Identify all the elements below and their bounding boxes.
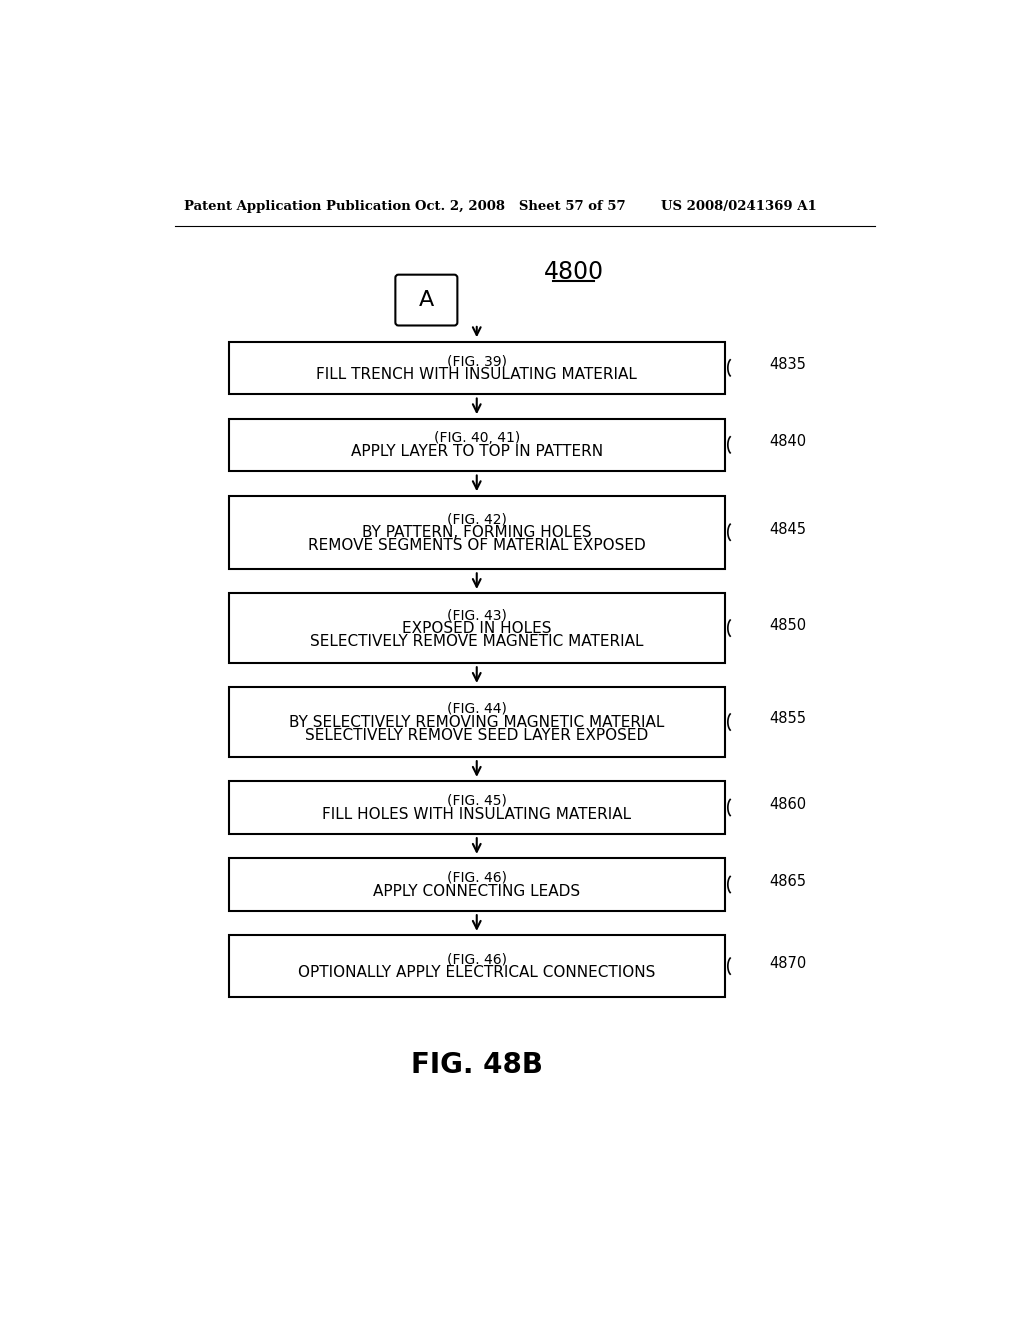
Text: 4850: 4850 [770, 618, 807, 632]
Text: SELECTIVELY REMOVE SEED LAYER EXPOSED: SELECTIVELY REMOVE SEED LAYER EXPOSED [305, 727, 648, 743]
Text: (FIG. 40, 41): (FIG. 40, 41) [433, 432, 520, 445]
Text: 4835: 4835 [770, 358, 807, 372]
Text: REMOVE SEGMENTS OF MATERIAL EXPOSED: REMOVE SEGMENTS OF MATERIAL EXPOSED [308, 537, 645, 553]
Text: 4845: 4845 [770, 521, 807, 537]
Bar [228, 688, 725, 756]
Bar [228, 342, 725, 395]
Text: BY PATTERN, FORMING HOLES: BY PATTERN, FORMING HOLES [361, 525, 592, 540]
Bar [228, 858, 725, 911]
Text: FIG. 48B: FIG. 48B [411, 1051, 543, 1078]
Bar [228, 594, 725, 663]
Bar [228, 936, 725, 997]
Text: (FIG. 46): (FIG. 46) [446, 871, 507, 884]
Text: Patent Application Publication: Patent Application Publication [183, 199, 411, 213]
Text: 4870: 4870 [770, 956, 807, 970]
Text: (FIG. 45): (FIG. 45) [446, 793, 507, 808]
Text: 4865: 4865 [770, 874, 807, 888]
Bar [228, 418, 725, 471]
Text: BY SELECTIVELY REMOVING MAGNETIC MATERIAL: BY SELECTIVELY REMOVING MAGNETIC MATERIA… [289, 714, 665, 730]
Text: APPLY LAYER TO TOP IN PATTERN: APPLY LAYER TO TOP IN PATTERN [350, 444, 603, 459]
Text: (FIG. 43): (FIG. 43) [446, 609, 507, 622]
Text: SELECTIVELY REMOVE MAGNETIC MATERIAL: SELECTIVELY REMOVE MAGNETIC MATERIAL [310, 634, 643, 648]
Text: 4800: 4800 [544, 260, 604, 284]
FancyBboxPatch shape [395, 275, 458, 326]
Text: 4860: 4860 [770, 797, 807, 812]
Text: (FIG. 39): (FIG. 39) [446, 354, 507, 368]
Text: 4855: 4855 [770, 711, 807, 726]
Text: (FIG. 46): (FIG. 46) [446, 953, 507, 966]
Bar [228, 781, 725, 834]
Text: APPLY CONNECTING LEADS: APPLY CONNECTING LEADS [373, 883, 581, 899]
Text: FILL HOLES WITH INSULATING MATERIAL: FILL HOLES WITH INSULATING MATERIAL [323, 807, 632, 821]
Text: A: A [419, 290, 434, 310]
Text: FILL TRENCH WITH INSULATING MATERIAL: FILL TRENCH WITH INSULATING MATERIAL [316, 367, 637, 381]
Bar [228, 496, 725, 569]
Text: OPTIONALLY APPLY ELECTRICAL CONNECTIONS: OPTIONALLY APPLY ELECTRICAL CONNECTIONS [298, 965, 655, 981]
Text: (FIG. 42): (FIG. 42) [446, 512, 507, 527]
Text: (FIG. 44): (FIG. 44) [446, 702, 507, 715]
Text: Oct. 2, 2008   Sheet 57 of 57: Oct. 2, 2008 Sheet 57 of 57 [415, 199, 626, 213]
Text: US 2008/0241369 A1: US 2008/0241369 A1 [662, 199, 817, 213]
Text: EXPOSED IN HOLES: EXPOSED IN HOLES [402, 620, 552, 636]
Text: 4840: 4840 [770, 434, 807, 449]
